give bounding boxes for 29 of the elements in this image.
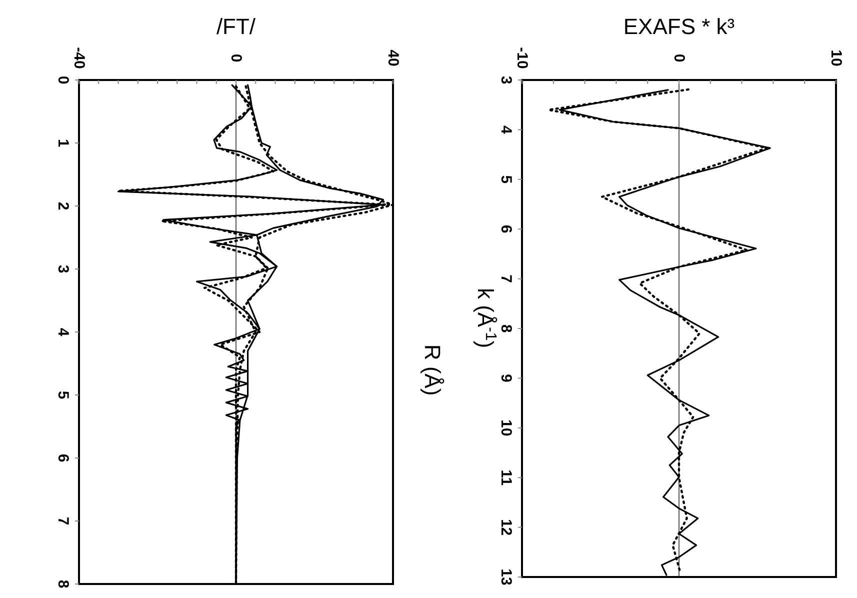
x-tick-label: 40 [384,50,402,66]
y-tick-label: 10 [498,420,514,436]
y-tick-label: 7 [498,274,514,283]
x-tick-label: 10 [828,50,844,66]
y-tick-label: 3 [54,264,72,274]
y-tick-label: 4 [54,328,72,337]
y-tick-label: 6 [54,454,72,462]
x-tick-label: -10 [514,47,530,69]
x-tick-label: 0 [228,54,244,62]
x-axis-title: /FT/ [216,14,256,39]
y-tick-label: 8 [498,324,514,333]
y-tick-label: 0 [54,76,72,84]
y-tick-label: 2 [54,202,72,210]
x-axis-title: EXAFS * k³ [623,14,735,39]
y-tick-label: 9 [498,374,514,382]
y-tick-label: 6 [498,224,514,234]
y-tick-label: 5 [54,390,72,400]
y-tick-label: 11 [498,470,514,486]
y-tick-label: 3 [498,76,514,84]
y-tick-label: 12 [498,518,514,536]
y-tick-label: 1 [54,138,72,148]
y-tick-label: 5 [498,175,514,184]
x-tick-label: -40 [70,47,88,69]
y-axis-title: R (Å) [420,344,445,396]
x-tick-label: 0 [670,54,688,62]
y-tick-label: 8 [54,580,72,588]
y-tick-label: 7 [54,516,72,526]
y-tick-label: 4 [498,126,514,135]
y-tick-label: 13 [498,568,514,586]
